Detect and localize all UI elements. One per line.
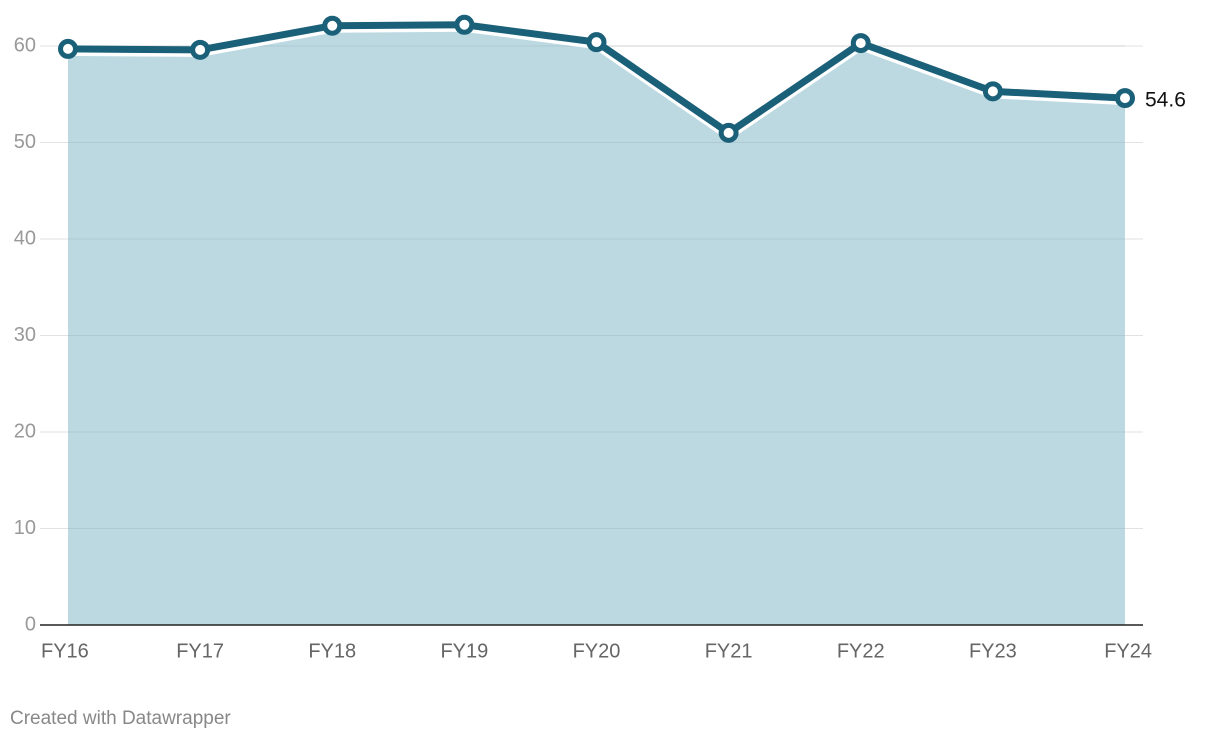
x-tick-label: FY22 [837, 640, 885, 662]
y-tick-label: 20 [14, 420, 36, 442]
x-tick-label: FY17 [176, 640, 224, 662]
marker [850, 33, 871, 54]
x-tick-label: FY20 [573, 640, 621, 662]
area [68, 24, 1125, 625]
marker [982, 81, 1003, 102]
y-tick-label: 10 [14, 517, 36, 539]
value-label: 54.6 [1145, 89, 1186, 112]
marker [1115, 88, 1135, 109]
x-tick-label: FY19 [440, 640, 488, 662]
marker [58, 38, 78, 59]
x-tick-label: FY23 [969, 640, 1017, 662]
y-tick-label: 0 [25, 613, 36, 635]
y-tick-label: 30 [14, 324, 36, 346]
marker [190, 39, 211, 60]
x-tick-label: FY21 [705, 640, 753, 662]
credit: Created with Datawrapper [10, 708, 231, 729]
marker [454, 14, 475, 35]
x-tick-label: FY24 [1104, 640, 1152, 662]
y-tick-label: 60 [14, 34, 36, 56]
y-tick-label: 50 [14, 131, 36, 153]
marker [586, 32, 607, 53]
x-tick-label: FY18 [308, 640, 356, 662]
marker [322, 15, 343, 36]
x-tick-label: FY16 [41, 640, 89, 662]
marker [718, 122, 739, 143]
y-tick-label: 40 [14, 227, 36, 249]
